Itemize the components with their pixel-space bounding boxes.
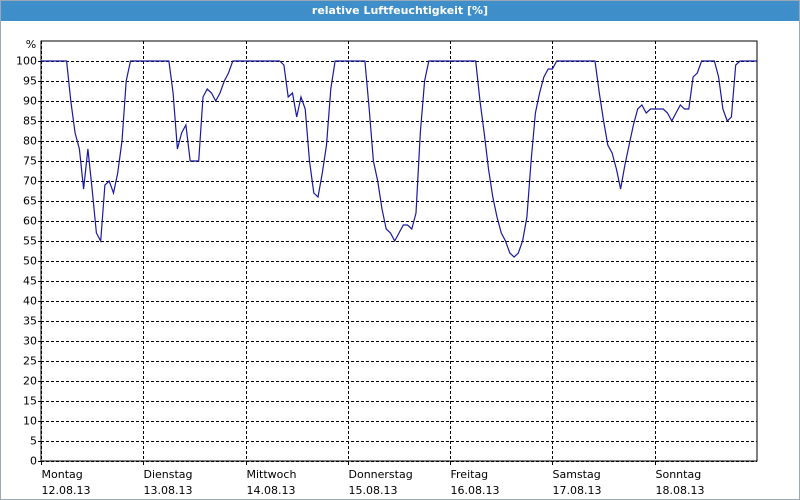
y-tick-label: 25	[23, 355, 37, 368]
y-tick-label: 60	[23, 215, 37, 228]
y-tick-label: 90	[23, 95, 37, 108]
x-tick-label: Montag	[42, 468, 83, 481]
y-tick-label: 50	[23, 255, 37, 268]
y-tick-label: 55	[23, 235, 37, 248]
x-tick-label: Samstag	[553, 468, 601, 481]
x-tick-label: Freitag	[451, 468, 489, 481]
y-tick-label: 95	[23, 75, 37, 88]
x-tick-label: 13.08.13	[144, 484, 193, 497]
x-tick-label: Sonntag	[656, 468, 702, 481]
chart-title: relative Luftfeuchtigkeit [%]	[1, 1, 799, 21]
y-tick-label: 45	[23, 275, 37, 288]
y-tick-label: 15	[23, 395, 37, 408]
data-line	[41, 60, 757, 258]
x-tick-label: 17.08.13	[553, 484, 602, 497]
x-tick-label: Mittwoch	[247, 468, 297, 481]
x-tick-label: Dienstag	[144, 468, 193, 481]
y-tick-label: 100	[16, 55, 37, 68]
y-tick-label: 75	[23, 155, 37, 168]
plot-area	[40, 40, 758, 462]
y-axis-unit: %	[26, 38, 36, 51]
y-tick-label: 80	[23, 135, 37, 148]
x-tick-label: Donnerstag	[349, 468, 413, 481]
x-tick-label: 14.08.13	[247, 484, 296, 497]
y-tick-label: 0	[30, 455, 37, 468]
y-tick-label: 5	[30, 435, 37, 448]
y-tick-label: 70	[23, 175, 37, 188]
y-tick-label: 20	[23, 375, 37, 388]
x-tick-label: 15.08.13	[349, 484, 398, 497]
y-tick-label: 65	[23, 195, 37, 208]
y-tick-label: 35	[23, 315, 37, 328]
x-tick-label: 18.08.13	[656, 484, 705, 497]
y-tick-label: 10	[23, 415, 37, 428]
x-tick-label: 16.08.13	[451, 484, 500, 497]
y-tick-label: 85	[23, 115, 37, 128]
y-tick-label: 40	[23, 295, 37, 308]
x-tick-label: 12.08.13	[42, 484, 91, 497]
y-tick-label: 30	[23, 335, 37, 348]
